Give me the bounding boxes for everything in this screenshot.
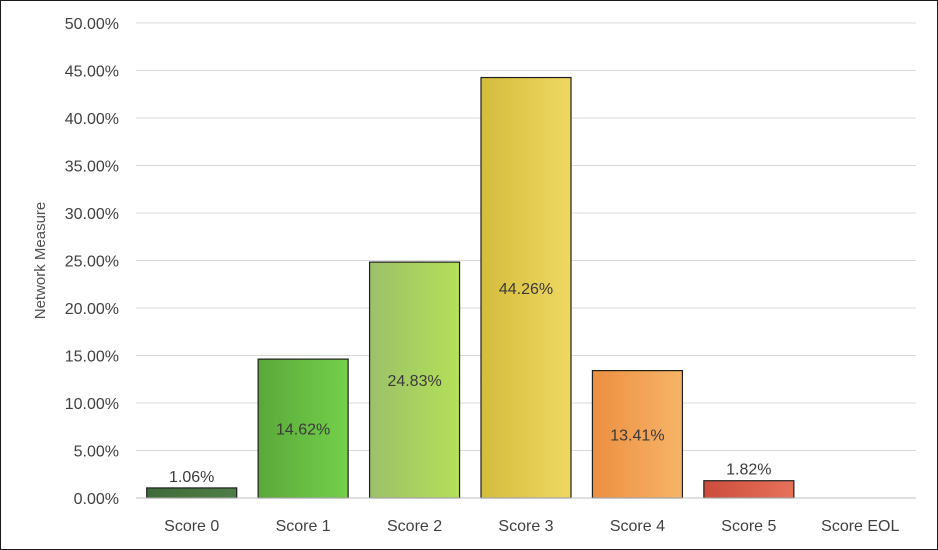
data-label: 1.06% [169,469,214,486]
x-category-label: Score 4 [610,518,665,535]
bar-score-0 [146,487,238,499]
data-label: 13.41% [610,427,664,444]
x-category-label: Score 1 [276,518,331,535]
y-tick-label: 0.00% [74,491,119,508]
bar-score-5 [703,480,795,499]
data-label: 24.83% [387,373,441,390]
data-labels: 1.06% 14.62% 24.83% 44.26% 13.41% 1.82% [169,281,772,486]
bar-score-4 [591,370,684,499]
y-axis-title: Network Measure [32,202,49,320]
data-label: 1.82% [726,462,771,479]
y-tick-label: 35.00% [65,159,119,176]
x-axis-labels: Score 0 Score 1 Score 2 Score 3 Score 4 Score… [164,518,899,535]
y-tick-label: 30.00% [65,206,119,223]
data-label: 14.62% [276,422,330,439]
y-tick-label: 5.00% [74,444,119,461]
bars [146,76,795,499]
y-tick-label: 10.00% [65,396,119,413]
x-category-label: Score 0 [164,518,219,535]
x-category-label: Score 5 [721,518,776,535]
x-category-label: Score 2 [387,518,442,535]
y-tick-label: 50.00% [65,16,119,33]
bar-score-1 [257,358,349,499]
y-tick-label: 40.00% [65,111,119,128]
data-label: 44.26% [499,281,553,298]
x-category-label: Score EOL [821,518,899,535]
y-axis-ticks: 0.00% 5.00% 10.00% 15.00% 20.00% 25.00% 30.00%… [65,16,119,508]
y-tick-label: 25.00% [65,254,119,271]
bar-score-2 [368,261,461,499]
x-category-label: Score 3 [498,518,553,535]
y-tick-label: 20.00% [65,301,119,318]
y-tick-label: 15.00% [65,349,119,366]
y-tick-label: 45.00% [65,64,119,81]
